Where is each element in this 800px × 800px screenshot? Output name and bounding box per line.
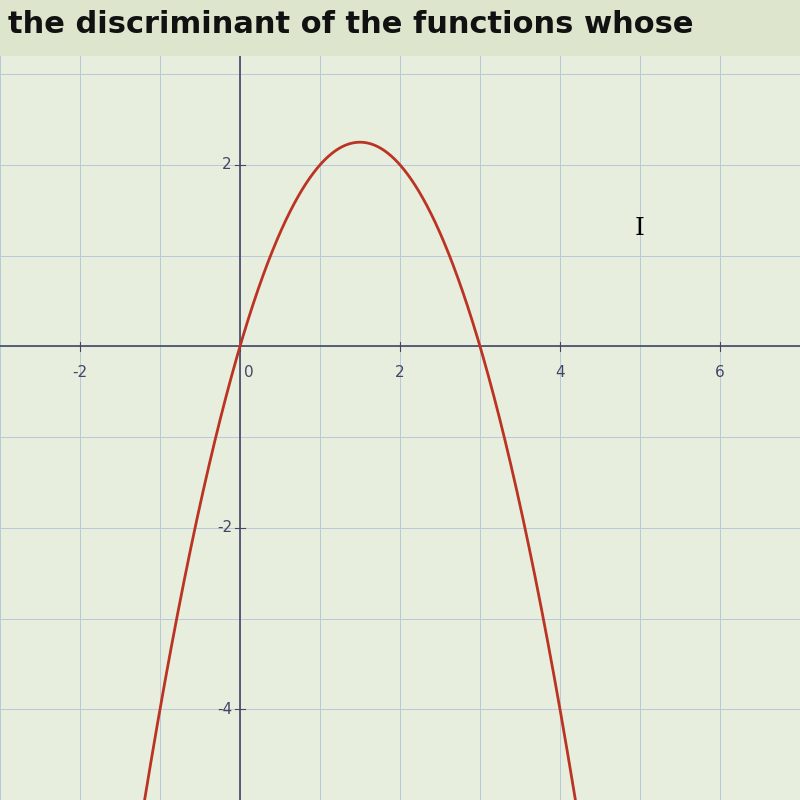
Text: 0: 0 <box>244 365 254 380</box>
Text: 6: 6 <box>715 365 725 380</box>
Text: the discriminant of the functions whose: the discriminant of the functions whose <box>8 10 694 39</box>
Text: -2: -2 <box>217 520 232 535</box>
Text: 2: 2 <box>222 158 232 172</box>
Text: I: I <box>635 217 645 240</box>
Text: -4: -4 <box>217 702 232 717</box>
Text: 2: 2 <box>395 365 405 380</box>
Text: 4: 4 <box>555 365 565 380</box>
Text: -2: -2 <box>73 365 87 380</box>
